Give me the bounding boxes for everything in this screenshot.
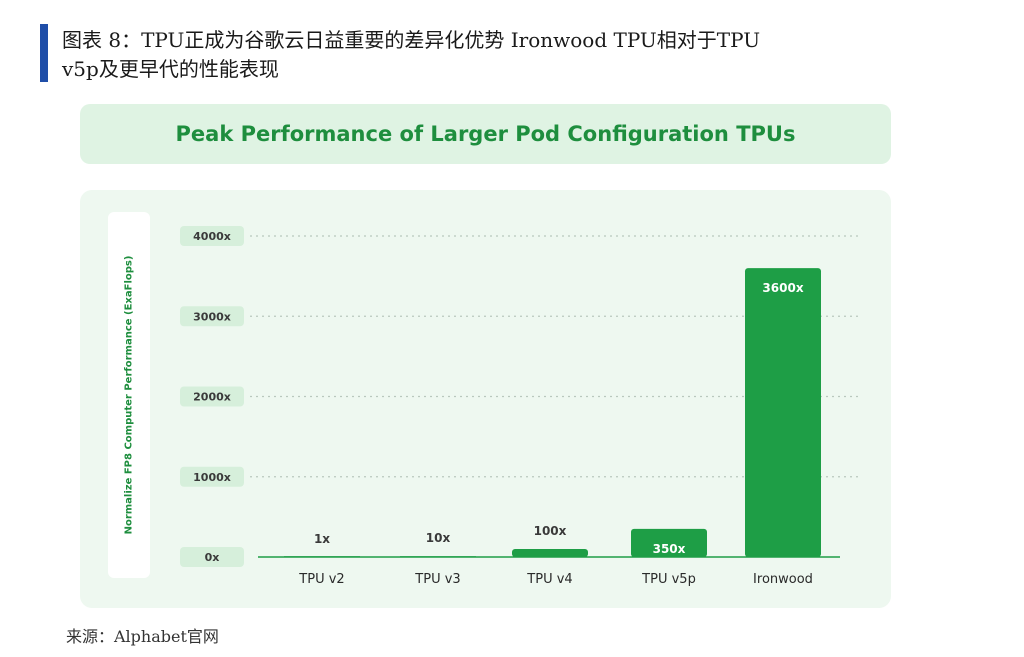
x-tick-label: TPU v5p	[641, 572, 696, 587]
y-tick-label-box	[180, 386, 244, 407]
y-tick-label-box	[180, 226, 244, 246]
bar	[745, 268, 821, 557]
x-tick-label: TPU v3	[414, 572, 460, 587]
bar-data-label: 10x	[426, 531, 451, 545]
y-tick-label: 0x	[205, 551, 220, 564]
bar	[400, 556, 476, 557]
y-tick-label-box	[180, 547, 244, 567]
caption-accent-bar	[40, 24, 48, 82]
y-tick-label: 3000x	[193, 310, 231, 323]
bar-data-label: 350x	[653, 542, 686, 556]
y-tick-label: 4000x	[193, 230, 231, 243]
bar-data-label: 3600x	[762, 281, 803, 295]
x-tick-label: Ironwood	[753, 572, 813, 587]
bar	[512, 548, 588, 557]
source-note: 来源：Alphabet官网	[66, 627, 219, 646]
y-tick-label: 2000x	[193, 391, 231, 404]
y-tick-label-box	[180, 466, 244, 487]
figure-caption: 图表 8：TPU正成为谷歌云日益重要的差异化优势 Ironwood TPU相对于…	[62, 26, 962, 84]
y-tick-label-box	[180, 306, 244, 327]
bar-data-label: 100x	[534, 524, 567, 538]
chart-title: Peak Performance of Larger Pod Configura…	[175, 122, 796, 146]
bar-data-label: 1x	[314, 532, 330, 546]
x-tick-label: TPU v2	[298, 572, 344, 587]
caption-line-1: 图表 8：TPU正成为谷歌云日益重要的差异化优势 Ironwood TPU相对于…	[62, 28, 761, 52]
x-tick-label: TPU v4	[526, 572, 572, 587]
bar	[284, 556, 360, 557]
chart-title-panel: Peak Performance of Larger Pod Configura…	[80, 104, 891, 164]
y-axis-label-panel	[108, 212, 150, 578]
caption-line-2: v5p及更早代的性能表现	[62, 57, 279, 81]
y-tick-label: 1000x	[193, 471, 231, 484]
bar	[631, 528, 707, 557]
